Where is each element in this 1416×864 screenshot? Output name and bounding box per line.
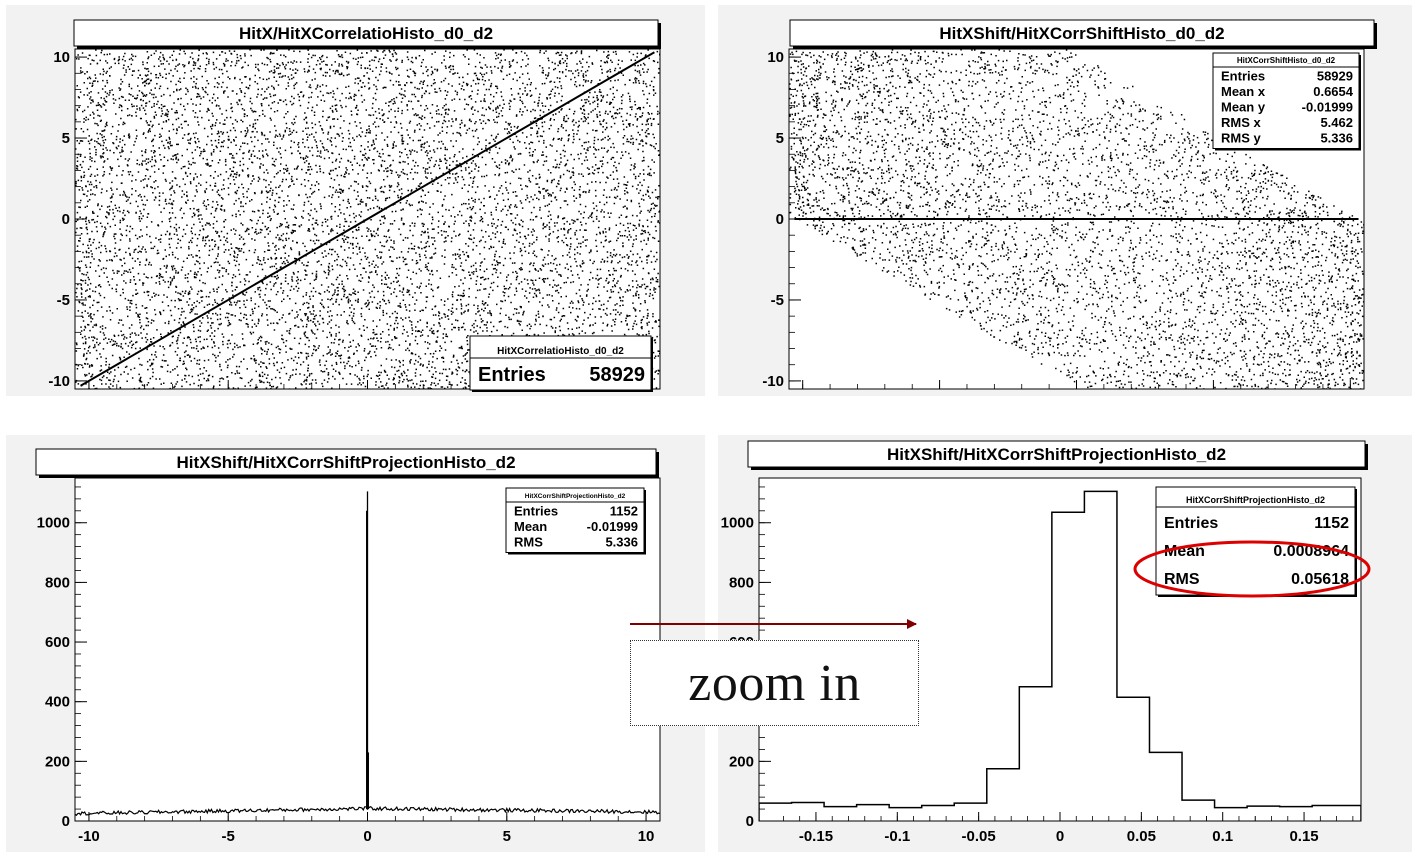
y-tick-label: 10 [53, 49, 70, 66]
x-tick-label: 5 [503, 828, 511, 845]
legend-row-label: Mean x [1221, 84, 1266, 99]
y-tick-label: 400 [45, 694, 70, 711]
zoom-in-annotation: zoom in [630, 640, 919, 726]
mean-highlight-ellipse [1133, 540, 1371, 598]
y-tick-label: 800 [729, 574, 754, 591]
legend-row-value: 0.6654 [1313, 84, 1354, 99]
legend-row-value: 58929 [1317, 68, 1353, 83]
legend-row-label: Entries [514, 503, 558, 518]
legend-title: HitXCorrShiftHisto_d0_d2 [1237, 56, 1336, 65]
y-tick-label: -5 [57, 292, 70, 309]
panel-1: -10-50510-10-50510HitX/HitXCorrelatioHis… [6, 5, 705, 413]
legend-row-value: 1152 [1314, 515, 1349, 532]
legend-row-value: 0.05618 [1291, 571, 1349, 588]
x-tick-label: -0.1 [884, 828, 910, 845]
legend-row-label: RMS [1164, 571, 1200, 588]
legend-row-value: -0.01999 [587, 519, 638, 534]
data-layer [75, 49, 660, 389]
data-layer [75, 491, 660, 817]
chart-title: HitXShift/HitXCorrShiftHisto_d0_d2 [939, 24, 1224, 43]
baseline-noise [75, 805, 660, 817]
y-tick-label: 0 [62, 813, 70, 830]
y-tick-label: 600 [45, 634, 70, 651]
legend-title: HitXCorrShiftProjectionHisto_d2 [525, 493, 626, 500]
y-tick-label: 200 [729, 753, 754, 770]
legend-row-value: 1152 [610, 503, 638, 518]
y-tick-label: 0 [776, 211, 784, 228]
y-tick-label: 200 [45, 753, 70, 770]
legend-row-value: 58929 [589, 364, 645, 386]
x-tick-label: -5 [222, 828, 235, 845]
x-tick-label: 0.05 [1127, 828, 1156, 845]
y-tick-label: -5 [771, 292, 784, 309]
legend-row-label: RMS x [1221, 115, 1262, 130]
data-layer [789, 49, 1364, 389]
legend-row-value: -0.01999 [1302, 99, 1353, 114]
axis-ticks: -10 -5 0 5 10 0 200 400 600 800 1000 [37, 486, 655, 845]
x-tick-label: 0.15 [1289, 828, 1318, 845]
data-layer [759, 490, 1361, 821]
panel-2: -10-50510-10-50510HitXShift/HitXCorrShif… [718, 5, 1412, 413]
histogram-outline [759, 490, 1361, 821]
correlation-line [80, 51, 655, 387]
y-tick-label: 0 [746, 813, 754, 830]
x-tick-label: -0.05 [962, 828, 996, 845]
y-tick-label: 1000 [37, 515, 70, 532]
x-tick-label: -0.15 [799, 828, 833, 845]
title-box [35, 448, 657, 476]
legend-box [505, 487, 645, 553]
legend-title: HitXCorrShiftProjectionHisto_d2 [1186, 495, 1325, 505]
legend-row-value: 5.336 [1320, 130, 1353, 145]
legend-row-label: Entries [1164, 515, 1218, 532]
y-tick-label: 800 [45, 574, 70, 591]
y-tick-label: -10 [48, 373, 70, 390]
y-tick-label: 10 [767, 49, 784, 66]
y-tick-label: 5 [776, 130, 784, 147]
legend-row-label: Mean [514, 519, 547, 534]
stats-legend: HitXCorrelatioHisto_d0_d2 Entries 58929 [469, 335, 653, 392]
legend-row-label: Entries [1221, 68, 1265, 83]
x-tick-label: 0 [1056, 828, 1064, 845]
legend-row-value: 0.0008964 [1273, 543, 1349, 560]
title-box [73, 19, 659, 47]
panel-gutter-horizontal [0, 396, 1416, 435]
title-box [747, 440, 1366, 468]
panel-3: -10 -5 0 5 10 0 200 400 600 800 1000 HitXShift/HitX… [6, 435, 705, 852]
legend-row-label: Entries [478, 364, 546, 386]
title-box [789, 19, 1375, 47]
stats-legend: HitXCorrShiftHisto_d0_d2 Entries 58929 Mean… [1212, 52, 1361, 151]
legend-row-label: RMS [514, 534, 543, 549]
x-tick-label: 0.1 [1212, 828, 1233, 845]
legend-box [1212, 52, 1360, 149]
y-tick-label: 0 [62, 211, 70, 228]
y-tick-label: -10 [762, 373, 784, 390]
x-tick-label: 10 [638, 828, 655, 845]
y-tick-label: 1000 [721, 515, 754, 532]
legend-row-label: RMS y [1221, 130, 1262, 145]
legend-row-value: 5.336 [605, 534, 638, 549]
legend-box [469, 335, 652, 391]
stats-legend: HitXCorrShiftProjectionHisto_d2 Entries 11… [505, 487, 646, 555]
legend-row-value: 5.462 [1320, 115, 1353, 130]
x-tick-label: 0 [363, 828, 371, 845]
chart-title: HitXShift/HitXCorrShiftProjectionHisto_d… [176, 453, 515, 472]
legend-row-label: Mean [1164, 543, 1205, 560]
y-tick-label: 5 [62, 130, 70, 147]
legend-title: HitXCorrelatioHisto_d0_d2 [497, 346, 624, 357]
x-tick-label: -10 [78, 828, 100, 845]
legend-row-label: Mean y [1221, 99, 1266, 114]
chart-title: HitX/HitXCorrelatioHisto_d0_d2 [239, 24, 493, 43]
chart-title: HitXShift/HitXCorrShiftProjectionHisto_d… [887, 445, 1226, 464]
